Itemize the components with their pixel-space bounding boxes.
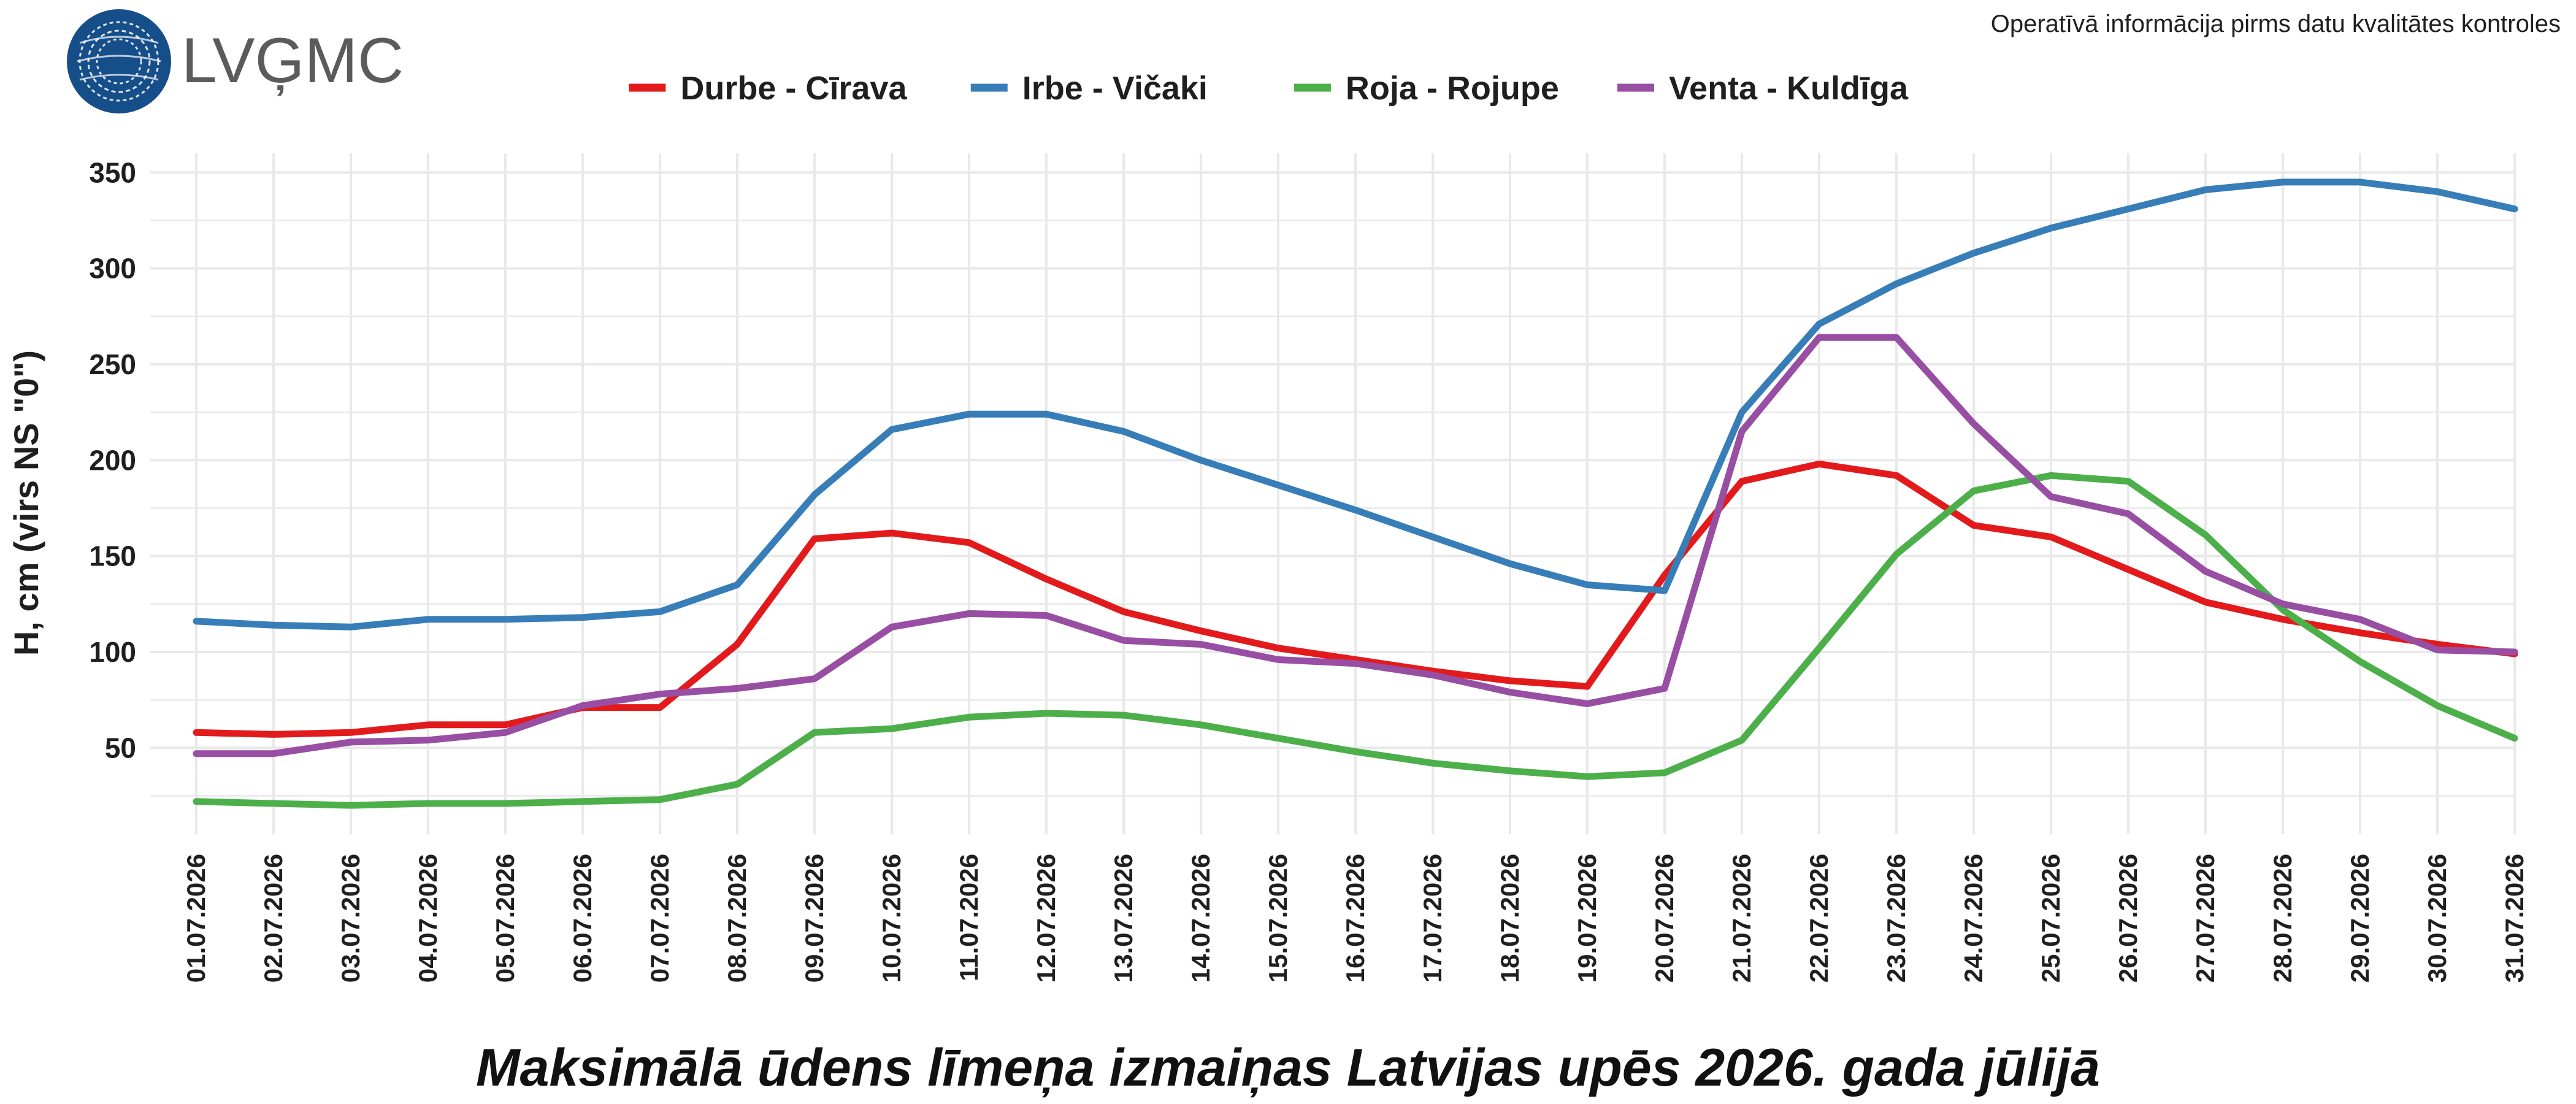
x-tick-label: 26.07.2026 — [2114, 854, 2142, 983]
y-tick-label: 250 — [89, 348, 136, 380]
logo: LVĢMC — [67, 9, 404, 113]
x-tick-label: 03.07.2026 — [336, 854, 365, 983]
x-tick-label: 20.07.2026 — [1650, 854, 1679, 983]
legend-label-durbe-cirava: Durbe - Cīrava — [680, 70, 907, 107]
y-axis-label: H, cm (virs NS "0") — [7, 350, 45, 656]
x-tick-label: 13.07.2026 — [1109, 854, 1138, 983]
x-tick-label: 07.07.2026 — [645, 854, 674, 983]
legend-label-venta-kuldiga: Venta - Kuldīga — [1669, 70, 1909, 107]
y-tick-label: 100 — [89, 636, 136, 668]
x-tick-label: 23.07.2026 — [1882, 854, 1911, 983]
series-line-roja-rojupe — [193, 472, 2518, 809]
x-tick-label: 18.07.2026 — [1495, 854, 1524, 983]
x-tick-label: 22.07.2026 — [1804, 854, 1833, 983]
x-tick-label: 24.07.2026 — [1959, 854, 1988, 983]
x-tick-label: 01.07.2026 — [182, 854, 210, 983]
legend-label-irbe-vicaki: Irbe - Vičaki — [1022, 70, 1208, 107]
x-tick-label: 19.07.2026 — [1573, 854, 1601, 983]
x-tick-label: 14.07.2026 — [1186, 854, 1215, 983]
x-tick-label: 04.07.2026 — [413, 854, 442, 983]
legend: Durbe - Cīrava Irbe - Vičaki Roja - Rojupe… — [629, 70, 1909, 107]
x-tick-label: 30.07.2026 — [2423, 854, 2451, 983]
y-tick-label: 50 — [105, 732, 136, 764]
legend-label-roja-rojupe: Roja - Rojupe — [1346, 70, 1559, 107]
x-tick-label: 21.07.2026 — [1727, 854, 1756, 983]
x-tick-label: 31.07.2026 — [2500, 854, 2529, 983]
y-tick-label: 150 — [89, 540, 136, 572]
logo-text: LVĢMC — [182, 25, 404, 96]
x-tick-label: 08.07.2026 — [723, 854, 751, 983]
y-tick-label: 300 — [89, 253, 136, 285]
x-tick-label: 17.07.2026 — [1418, 854, 1447, 983]
series-line-venta-kuldiga — [193, 334, 2518, 757]
chart-title: Maksimālā ūdens līmeņa izmaiņas Latvijas… — [476, 1038, 2100, 1097]
y-tick-label: 350 — [89, 156, 136, 188]
x-tick-label: 06.07.2026 — [568, 854, 597, 983]
x-tick-label: 05.07.2026 — [491, 854, 519, 983]
x-tick-label: 11.07.2026 — [954, 854, 983, 981]
series-line-irbe-vicaki — [193, 178, 2518, 631]
y-tick-label: 200 — [89, 444, 136, 476]
x-tick-label: 27.07.2026 — [2191, 854, 2220, 983]
data-quality-notice: Operatīvā informācija pirms datu kvalitā… — [1991, 10, 2561, 37]
grid — [150, 153, 2516, 834]
y-axis: 50 100 150 200 250 300 350 — [89, 156, 136, 764]
x-tick-label: 12.07.2026 — [1032, 854, 1060, 983]
x-tick-label: 28.07.2026 — [2268, 854, 2297, 983]
x-tick-label: 16.07.2026 — [1341, 854, 1370, 983]
x-tick-label: 10.07.2026 — [877, 854, 906, 983]
series-layer — [193, 178, 2518, 809]
x-tick-label: 25.07.2026 — [2036, 854, 2065, 983]
x-tick-label: 29.07.2026 — [2345, 854, 2374, 983]
x-tick-label: 15.07.2026 — [1263, 854, 1292, 983]
x-axis: 01.07.2026 02.07.2026 03.07.2026 04.07.2026… — [182, 854, 2529, 983]
logo-globe-icon — [67, 9, 171, 113]
x-tick-label: 02.07.2026 — [259, 854, 288, 983]
x-tick-label: 09.07.2026 — [800, 854, 829, 983]
